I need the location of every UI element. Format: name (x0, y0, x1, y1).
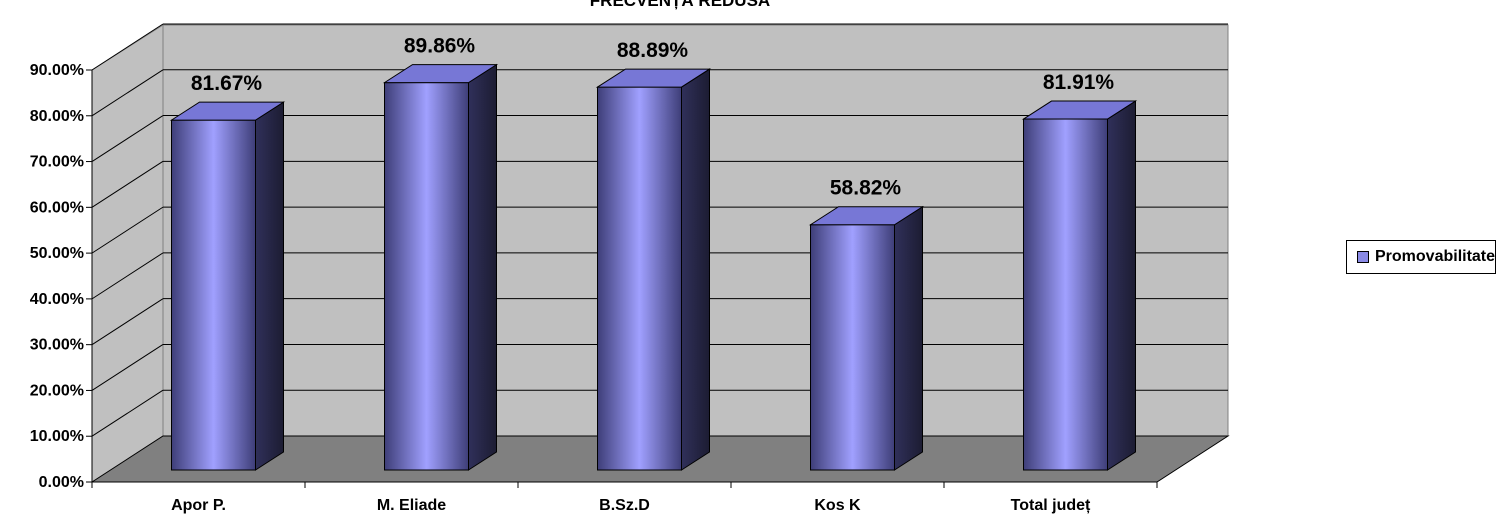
y-tick-label: 40.00% (30, 291, 84, 308)
gridline-side (91, 389, 164, 437)
y-tick-label: 90.00% (30, 62, 84, 79)
data-label: 88.89% (617, 39, 689, 62)
x-tick-label: M. Eliade (377, 497, 446, 514)
x-tick-label: B.Sz.D (599, 497, 650, 514)
data-label: 89.86% (404, 35, 476, 58)
x-tick-label: Total județ (1011, 497, 1091, 514)
gridline-side (91, 344, 164, 391)
gridline-side (91, 115, 164, 162)
bar-top (595, 68, 712, 88)
bar-front (810, 224, 895, 471)
y-tick-label: 0.00% (39, 474, 84, 491)
y-tick-label: 60.00% (30, 199, 84, 216)
bar-side (894, 205, 923, 471)
gridline-side (91, 69, 164, 117)
bar-top (1021, 100, 1138, 120)
x-tick-label: Kos K (814, 497, 861, 514)
gridline-side (91, 23, 164, 71)
gridline-side (91, 160, 164, 208)
bar-front (384, 82, 469, 471)
y-axis: 0.00% 10.00% 20.00% 30.00% 40.00% 50.00% 60.00… (30, 62, 93, 491)
legend-swatch (1357, 251, 1369, 263)
y-tick-label: 50.00% (30, 245, 84, 262)
data-label: 58.82% (830, 177, 902, 200)
data-label: 81.91% (1043, 71, 1115, 94)
bar-front (597, 86, 682, 471)
y-tick-label: 70.00% (30, 154, 84, 171)
y-tick-label: 10.00% (30, 428, 84, 445)
x-axis: Apor P. M. Eliade B.Sz.D Kos K Total județ (91, 481, 1158, 514)
chart-title: FRECVENȚĂ REDUSĂ (590, 0, 770, 10)
y-tick-label: 20.00% (30, 382, 84, 399)
bar-side (1107, 100, 1136, 471)
legend-label: Promovabilitate FR (1375, 248, 1498, 265)
bar-side (468, 63, 497, 471)
legend: Promovabilitate FR (1346, 240, 1498, 274)
bars: 81.67% 89.86% 88.89% 58.82% 81.91% (169, 35, 1138, 471)
x-tick-label: Apor P. (171, 497, 226, 514)
bar-top (808, 206, 925, 226)
gridline-side (91, 206, 164, 254)
bar-side (255, 101, 284, 471)
gridline-side (91, 252, 164, 300)
bar-front (1023, 118, 1108, 471)
bar-front (171, 119, 256, 471)
gridline-side (91, 298, 164, 346)
y-tick-label: 30.00% (30, 337, 84, 354)
bar-top (382, 64, 499, 84)
bar-side (681, 68, 710, 471)
bar-top (169, 101, 286, 121)
data-label: 81.67% (191, 72, 263, 95)
y-tick-label: 80.00% (30, 108, 84, 125)
